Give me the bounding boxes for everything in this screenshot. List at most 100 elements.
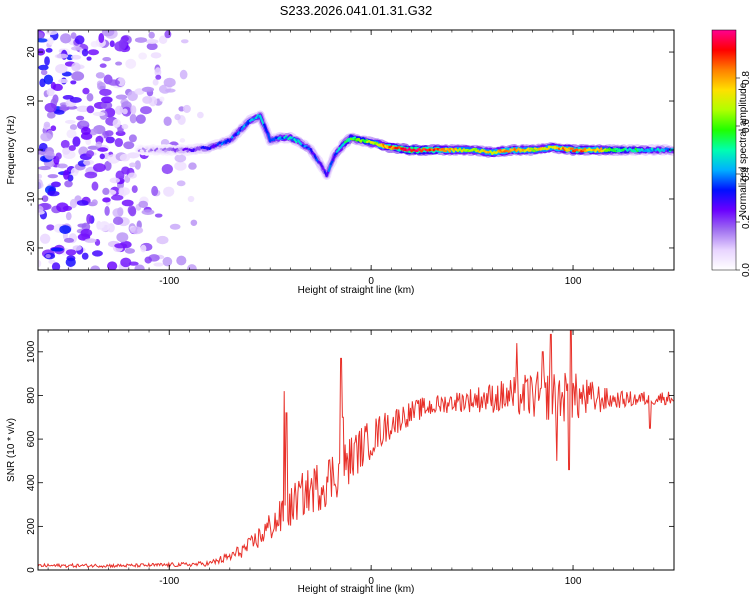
- noise-blob: [145, 39, 159, 44]
- x-tick-label: 100: [565, 576, 582, 587]
- noise-blob: [54, 109, 65, 115]
- noise-blob: [46, 224, 55, 231]
- noise-blob: [161, 163, 173, 175]
- noise-blob: [115, 61, 123, 66]
- noise-blob: [86, 56, 92, 61]
- noise-blob: [43, 74, 54, 85]
- noise-blob: [176, 255, 187, 266]
- noise-blob: [47, 37, 54, 46]
- noise-blob: [101, 96, 113, 104]
- ridge-segment: [529, 147, 534, 151]
- noise-blob: [112, 118, 121, 128]
- noise-blob: [99, 88, 112, 96]
- colorbar-tick-label: 0.8: [741, 71, 750, 85]
- noise-blob: [86, 213, 92, 225]
- noise-blob: [187, 264, 197, 270]
- ridge-segment: [446, 148, 451, 153]
- ridge-segment: [378, 143, 383, 148]
- noise-blob: [70, 80, 77, 85]
- noise-blob: [104, 206, 110, 216]
- noise-blob: [38, 205, 44, 213]
- colorbar-tick-label: 0.0: [741, 263, 750, 277]
- noise-blob: [169, 223, 181, 230]
- ridge-segment: [648, 147, 653, 152]
- noise-blob: [188, 162, 197, 170]
- y-tick-label: -20: [26, 240, 37, 255]
- noise-blob: [44, 150, 55, 160]
- noise-blob: [121, 123, 129, 130]
- ridge-segment: [545, 147, 550, 151]
- noise-blob: [163, 186, 175, 197]
- colorbar-tick-label: 0.2: [741, 215, 750, 229]
- ridge-segment: [632, 148, 637, 153]
- noise-blob: [97, 147, 109, 152]
- y-tick-label: 400: [26, 474, 37, 491]
- snr-y-ticks: 0 200 400 600 800 1000: [26, 340, 674, 573]
- noise-blob: [140, 244, 147, 253]
- noise-blob: [102, 197, 111, 203]
- noise-blob: [107, 261, 118, 270]
- noise-blob: [107, 79, 120, 86]
- ridge-segment: [176, 148, 181, 152]
- noise-blob: [155, 74, 162, 80]
- colorbar-gradient: [712, 30, 736, 270]
- spectrogram-noise-blobs: [38, 30, 204, 270]
- noise-blob: [70, 54, 82, 60]
- y-tick-label: 600: [26, 430, 37, 447]
- snr-background: [38, 330, 674, 570]
- noise-blob: [144, 256, 152, 264]
- ridge-segment: [141, 147, 147, 152]
- noise-blob: [95, 141, 103, 148]
- noise-blob: [130, 105, 137, 115]
- noise-blob: [134, 37, 148, 43]
- ridge-segment: [497, 149, 502, 154]
- noise-blob: [197, 111, 204, 119]
- noise-blob: [65, 257, 76, 267]
- ridge-segment: [158, 147, 163, 153]
- noise-blob: [124, 248, 136, 254]
- noise-blob: [62, 147, 71, 155]
- spectrogram-y-axis-label: Frequency (Hz): [6, 116, 17, 185]
- ridge-segment: [254, 114, 260, 120]
- ridge-segment: [277, 136, 282, 140]
- ridge-segment: [565, 147, 571, 152]
- ridge-segment: [606, 148, 611, 152]
- noise-blob: [120, 257, 132, 268]
- snr-x-axis-label: Height of straight line (km): [298, 584, 415, 595]
- noise-blob: [123, 141, 135, 150]
- snr-series-line: [38, 330, 674, 569]
- noise-blob: [38, 259, 42, 268]
- noise-blob: [79, 120, 89, 127]
- ridge-segment: [610, 148, 615, 152]
- noise-blob: [47, 174, 59, 179]
- noise-blob: [74, 35, 85, 45]
- noise-blob: [154, 213, 163, 218]
- ridge-segment: [166, 148, 171, 151]
- noise-blob: [71, 46, 83, 51]
- noise-blob: [119, 153, 131, 162]
- noise-blob: [39, 233, 51, 244]
- ridge-segment: [630, 149, 635, 153]
- noise-blob: [146, 42, 158, 51]
- noise-blob: [127, 152, 140, 159]
- noise-blob: [99, 63, 107, 68]
- colorbar-ticks: 0.0 0.2 0.4 0.6 0.8: [736, 71, 750, 277]
- noise-blob: [40, 69, 48, 76]
- colorbar-frame: [711, 29, 737, 271]
- ridge-segment: [222, 139, 227, 144]
- x-tick-label: 0: [368, 576, 374, 587]
- noise-blob: [64, 180, 73, 188]
- ridge-segment: [533, 147, 538, 151]
- noise-blob: [114, 137, 124, 148]
- noise-blob: [59, 225, 72, 234]
- ridge-segment: [578, 148, 583, 152]
- noise-blob: [92, 111, 106, 117]
- ridge-segment: [525, 147, 530, 151]
- ridge-segment: [402, 147, 407, 152]
- ridge-segment: [390, 145, 395, 151]
- noise-blob: [45, 30, 58, 36]
- noise-blob: [65, 249, 77, 256]
- noise-blob: [163, 77, 176, 88]
- noise-blob: [174, 154, 187, 163]
- noise-blob: [95, 72, 105, 79]
